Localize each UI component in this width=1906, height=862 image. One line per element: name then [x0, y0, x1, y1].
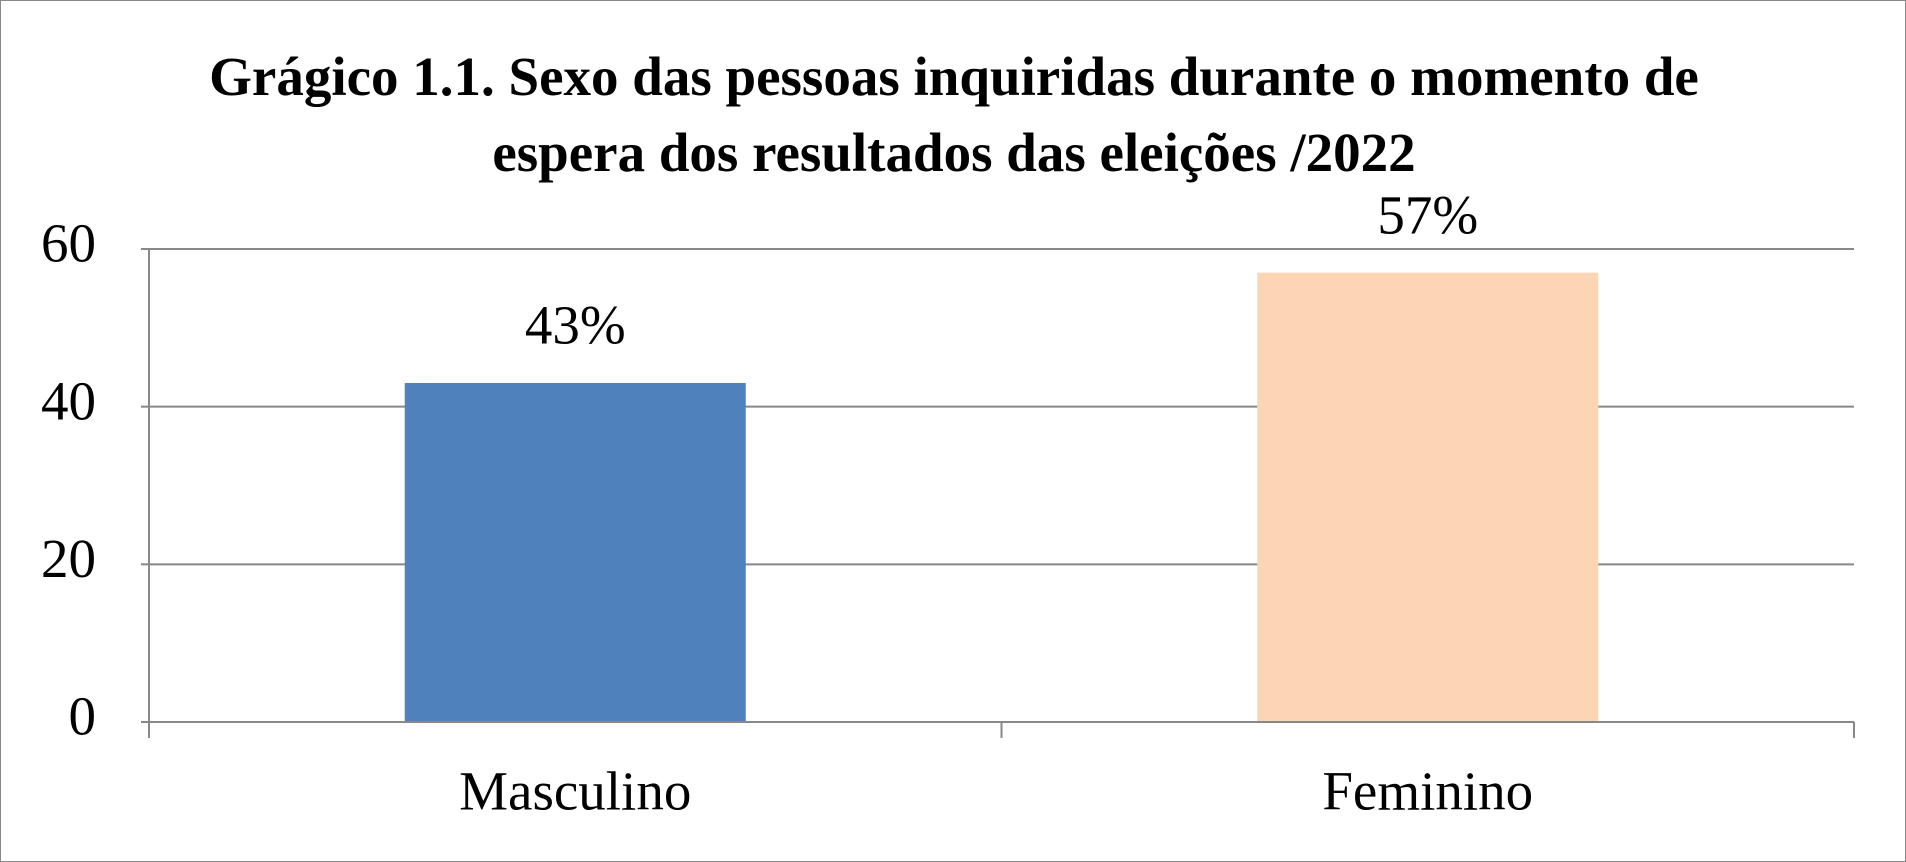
y-tick-label: 0 [69, 686, 97, 747]
y-tick-label: 40 [41, 370, 96, 431]
bar [404, 383, 746, 722]
y-tick-label: 60 [41, 213, 96, 274]
x-tick-label: Feminino [1322, 761, 1533, 822]
chart-title: Grágico 1.1. Sexo das pessoas inquiridas… [209, 46, 1699, 183]
x-tick-label: Masculino [459, 761, 691, 822]
bar [1257, 272, 1599, 722]
y-tick-label: 20 [41, 528, 96, 589]
value-label: 57% [1377, 184, 1478, 245]
value-label: 43% [525, 295, 626, 356]
